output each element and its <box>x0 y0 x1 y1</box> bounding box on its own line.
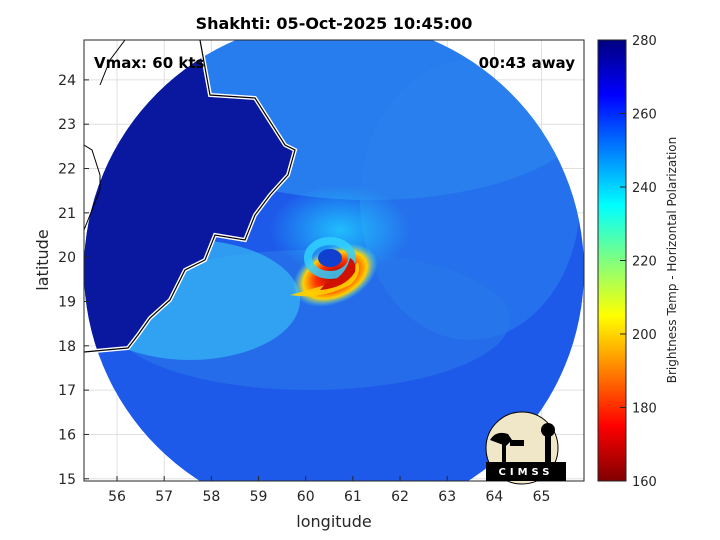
coastline <box>84 40 296 353</box>
x-tick-label: 64 <box>485 489 503 505</box>
rainband-tail <box>290 262 359 297</box>
x-tick-label: 57 <box>155 489 173 505</box>
x-tick-label: 56 <box>108 489 126 505</box>
x-tick-label: 58 <box>202 489 220 505</box>
time-away-annotation: 00:43 away <box>479 54 576 72</box>
land-mass <box>84 40 295 352</box>
x-tick-label: 65 <box>533 489 551 505</box>
colorbar-tick-label: 280 <box>632 34 657 49</box>
logo-text: CIMSS <box>499 467 554 478</box>
storm-eye <box>318 249 342 267</box>
colorbar-tick-label: 180 <box>632 402 657 417</box>
map-plot-area: 56 57 58 59 60 61 62 63 64 65 15 16 17 18 19 20 21 22 23 2… <box>58 39 585 505</box>
y-tick-label: 15 <box>58 472 76 488</box>
x-tick-label: 63 <box>438 489 456 505</box>
x-tick-label: 60 <box>297 489 315 505</box>
eyewall-core <box>320 258 356 290</box>
microwave-swath <box>84 40 584 481</box>
y-tick-label: 24 <box>58 73 76 89</box>
water-tower-icon <box>541 423 555 437</box>
eye-ring <box>304 237 356 279</box>
y-axis-ticks: 15 16 17 18 19 20 21 22 23 24 <box>58 73 89 488</box>
y-tick-label: 16 <box>58 427 76 443</box>
colorbar-tick-label: 160 <box>632 475 657 490</box>
colorbar-tick-label: 260 <box>632 108 657 123</box>
chart-title: Shakhti: 05-Oct-2025 10:45:00 <box>196 14 473 33</box>
logo-banner <box>486 462 566 481</box>
satellite-dish-icon <box>490 432 512 446</box>
x-tick-label: 62 <box>391 489 409 505</box>
vmax-annotation: Vmax: 60 kts <box>94 54 204 72</box>
tower-leg <box>545 436 551 462</box>
y-tick-label: 22 <box>58 162 76 178</box>
y-tick-label: 17 <box>58 383 76 399</box>
y-axis-label: latitude <box>33 229 52 290</box>
x-axis-label: longitude <box>296 512 371 531</box>
colorbar-tick-label: 220 <box>632 255 657 270</box>
y-tick-label: 23 <box>58 117 76 133</box>
colorbar-ticks: 160 180 200 220 240 260 280 <box>620 34 657 490</box>
y-tick-label: 21 <box>58 206 76 222</box>
dish-stand <box>502 444 506 462</box>
y-tick-label: 20 <box>58 250 76 266</box>
border-line-north <box>99 40 126 86</box>
x-tick-label: 61 <box>344 489 362 505</box>
border-line <box>84 144 101 231</box>
colorbar-label: Brightness Temp - Horizontal Polarizatio… <box>665 137 679 384</box>
colorbar-tick-label: 240 <box>632 181 657 196</box>
x-axis-ticks: 56 57 58 59 60 61 62 63 64 65 <box>108 476 550 505</box>
plot-frame <box>83 39 585 482</box>
colorbar-tick-label: 200 <box>632 328 657 343</box>
cimss-logo: CIMSS <box>485 411 566 485</box>
y-tick-label: 18 <box>58 339 76 355</box>
y-tick-label: 19 <box>58 294 76 310</box>
dish-2 <box>510 440 524 446</box>
x-tick-label: 59 <box>250 489 268 505</box>
colorbar: 160 180 200 220 240 260 280 Brightness Temp - … <box>597 34 679 490</box>
